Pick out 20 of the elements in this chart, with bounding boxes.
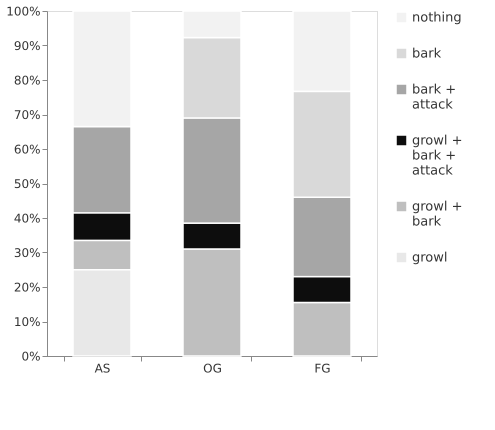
y-tick-label: 40% [14,212,40,226]
x-tick-label: OG [203,362,222,376]
y-tick-label: 50% [14,177,40,191]
y-tick-label: 10% [14,315,40,329]
x-tick-label: AS [94,362,110,376]
y-tick-label: 0% [21,350,40,364]
y-tick-label: 100% [6,4,40,18]
y-tick-label: 70% [14,108,40,122]
y-tick-label: 20% [14,280,40,294]
x-tick-label: FG [314,362,331,376]
y-tick-label: 90% [14,39,40,53]
legend-label: nothing [412,10,462,26]
legend-label: bark + attack [412,82,456,112]
legend-label: growl + bark [412,200,463,230]
legend-label: bark [412,46,442,62]
legend-label: growl [412,250,448,266]
y-tick-label: 30% [14,246,40,260]
y-tick-label: 60% [14,142,40,156]
y-tick-label: 80% [14,74,40,88]
legend-label: growl + bark + attack [412,134,463,178]
